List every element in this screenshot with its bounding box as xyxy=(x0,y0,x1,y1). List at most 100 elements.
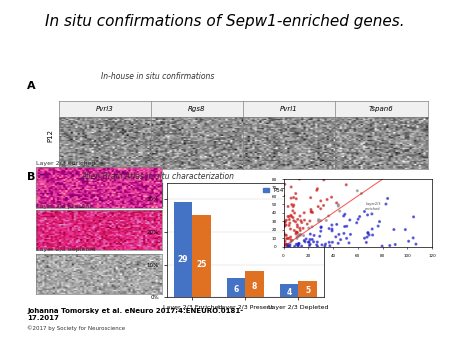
Point xyxy=(328,226,336,232)
Text: In situ confirmations of Sepw1-enriched genes.: In situ confirmations of Sepw1-enriched … xyxy=(45,14,405,28)
Point xyxy=(441,235,448,241)
Point xyxy=(282,232,289,238)
Point xyxy=(288,213,295,218)
Point xyxy=(364,212,371,218)
Point xyxy=(364,230,372,235)
Point xyxy=(346,217,353,223)
Point xyxy=(324,197,331,202)
Point xyxy=(282,242,289,247)
Point xyxy=(304,221,311,227)
Point xyxy=(309,210,316,215)
Point xyxy=(376,219,383,224)
Point xyxy=(358,191,365,196)
Point xyxy=(410,214,417,220)
Point xyxy=(329,240,336,245)
Point xyxy=(305,240,312,245)
Point xyxy=(347,232,354,237)
Point xyxy=(288,214,295,219)
Point xyxy=(291,210,298,216)
Point xyxy=(374,223,382,229)
Legend: P54, Adult: P54, Adult xyxy=(261,185,321,195)
Point xyxy=(293,242,300,247)
Point xyxy=(300,233,307,238)
Point xyxy=(308,224,315,230)
Point xyxy=(285,172,292,178)
Text: Allen Brain Atlas in situ characterization: Allen Brain Atlas in situ characterizati… xyxy=(81,172,234,182)
Text: 6: 6 xyxy=(234,285,239,294)
Point xyxy=(390,227,397,232)
Point xyxy=(298,243,305,249)
Point xyxy=(369,232,376,238)
Point xyxy=(300,226,307,231)
Point xyxy=(282,241,289,247)
Point xyxy=(353,220,360,225)
Point xyxy=(308,209,315,214)
Point xyxy=(343,223,351,229)
Text: A: A xyxy=(27,81,36,91)
Text: 4: 4 xyxy=(286,288,292,297)
Point xyxy=(309,160,316,165)
Text: Layer 2/3 depleted: Layer 2/3 depleted xyxy=(36,247,95,252)
Point xyxy=(316,234,324,239)
Point xyxy=(341,224,348,229)
Point xyxy=(340,231,347,236)
Point xyxy=(292,219,299,224)
Point xyxy=(291,244,298,249)
Point xyxy=(281,243,288,248)
Point xyxy=(284,236,292,241)
Text: B: B xyxy=(27,172,36,183)
Point xyxy=(281,239,288,244)
Point xyxy=(297,213,304,219)
Text: 29: 29 xyxy=(178,255,188,264)
Point xyxy=(318,224,325,230)
Point xyxy=(285,223,292,228)
Text: P12: P12 xyxy=(48,129,54,142)
Point xyxy=(307,232,314,237)
Point xyxy=(294,243,302,248)
Point xyxy=(386,243,393,248)
Point xyxy=(315,217,322,222)
Point xyxy=(320,177,328,183)
Point xyxy=(294,222,301,227)
Point xyxy=(301,217,308,223)
Point xyxy=(323,218,330,223)
Point xyxy=(307,158,315,163)
Point xyxy=(307,209,315,215)
Point xyxy=(289,208,297,214)
Point xyxy=(295,241,302,246)
Point xyxy=(342,182,350,188)
Point xyxy=(295,234,302,239)
Point xyxy=(335,203,342,209)
Point xyxy=(410,235,417,241)
Point xyxy=(310,239,317,244)
Bar xyxy=(192,215,211,297)
Point xyxy=(328,222,335,228)
Point xyxy=(402,227,409,232)
Point xyxy=(289,166,297,171)
Point xyxy=(282,223,289,228)
Point xyxy=(307,207,315,212)
Point xyxy=(285,236,292,241)
Point xyxy=(315,218,322,224)
Point xyxy=(287,234,294,240)
Point xyxy=(405,239,412,244)
Point xyxy=(301,210,308,216)
Point xyxy=(292,230,300,235)
Point xyxy=(306,218,314,224)
Point xyxy=(337,237,344,242)
Point xyxy=(296,225,303,231)
Point xyxy=(290,195,297,200)
Point xyxy=(302,239,309,244)
Point xyxy=(335,241,342,246)
Point xyxy=(283,217,290,223)
Point xyxy=(307,195,314,200)
Point xyxy=(294,241,302,247)
Point xyxy=(294,243,302,248)
Point xyxy=(281,220,288,225)
Point xyxy=(325,226,333,231)
Text: Rgs8: Rgs8 xyxy=(188,106,206,112)
Point xyxy=(292,231,300,237)
Point xyxy=(336,209,343,214)
Point xyxy=(285,244,292,249)
Point xyxy=(292,127,299,132)
